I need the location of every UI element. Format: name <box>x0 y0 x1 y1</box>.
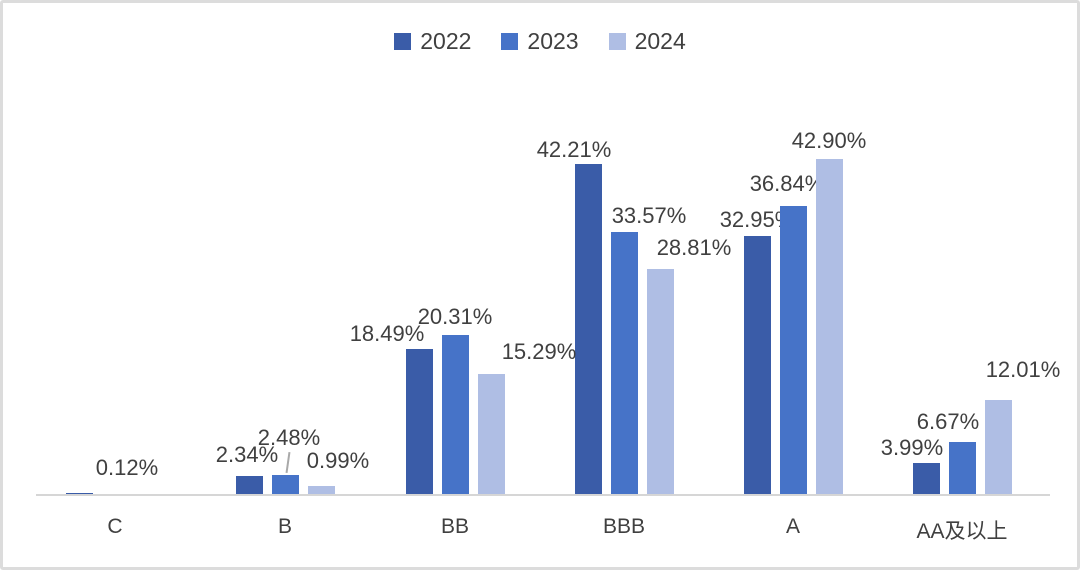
bar-label-2023-a: 36.84% <box>749 170 825 196</box>
bar-2023-bbb <box>610 231 638 494</box>
bar-label-2024-b: 0.99% <box>306 448 370 474</box>
bar-label-2024-a: 42.90% <box>791 127 867 153</box>
bar-2022-bb <box>405 349 433 494</box>
bar-2024-aa- <box>984 400 1012 494</box>
bar-label-2022-b: 2.34% <box>215 441 279 467</box>
bar-label-2023-bb: 20.31% <box>417 304 493 330</box>
bar-label-2024-aa-: 12.01% <box>985 357 1061 383</box>
bar-2023-a <box>779 205 807 494</box>
bar-2023-bb <box>441 335 469 494</box>
bar-label-2022-c: 0.12% <box>95 455 159 481</box>
chart-legend: 2022 2023 2024 <box>0 30 1080 53</box>
bar-label-2022-aa-: 3.99% <box>880 434 944 460</box>
legend-item-2023: 2023 <box>501 28 579 54</box>
bar-2024-a <box>815 158 843 494</box>
x-axis-label-bb: BB <box>440 515 469 538</box>
legend-swatch-2022 <box>394 33 412 50</box>
legend-label-2023: 2023 <box>527 28 579 54</box>
bar-2024-bbb <box>646 268 674 494</box>
bar-2022-aa- <box>912 462 940 494</box>
bar-label-2024-bb: 15.29% <box>501 339 577 365</box>
bar-label-2023-aa-: 6.67% <box>916 408 980 434</box>
x-axis-label-aa-: AA及以上 <box>916 520 1008 543</box>
bar-label-2022-bb: 18.49% <box>349 321 425 347</box>
bar-2022-a <box>743 236 771 494</box>
bar-label-2022-bbb: 42.21% <box>536 137 612 162</box>
x-axis-label-bbb: BBB <box>602 515 646 538</box>
bar-label-2024-bbb: 28.81% <box>656 234 732 260</box>
bar-label-2023-bbb: 33.57% <box>611 202 687 228</box>
bar-2024-b <box>307 486 335 494</box>
x-axis-label-a: A <box>785 515 800 538</box>
legend-label-2024: 2024 <box>634 28 686 54</box>
bar-2024-bb <box>477 374 505 494</box>
bar-2022-b <box>235 475 263 494</box>
bar-2023-b <box>271 474 299 494</box>
x-axis-label-c: C <box>107 515 123 538</box>
legend-swatch-2023 <box>501 33 519 50</box>
bar-2022-c <box>65 493 93 494</box>
bar-2023-aa- <box>948 441 976 494</box>
x-axis-label-b: B <box>277 515 292 538</box>
legend-swatch-2024 <box>608 33 626 50</box>
label-leader-line <box>285 451 291 473</box>
bar-2022-bbb <box>574 164 602 494</box>
legend-label-2022: 2022 <box>420 28 472 54</box>
legend-item-2024: 2024 <box>608 28 686 54</box>
legend-item-2022: 2022 <box>394 30 471 53</box>
x-axis-line <box>36 494 1050 496</box>
bar-label-2023-b: 2.48% <box>257 424 321 450</box>
